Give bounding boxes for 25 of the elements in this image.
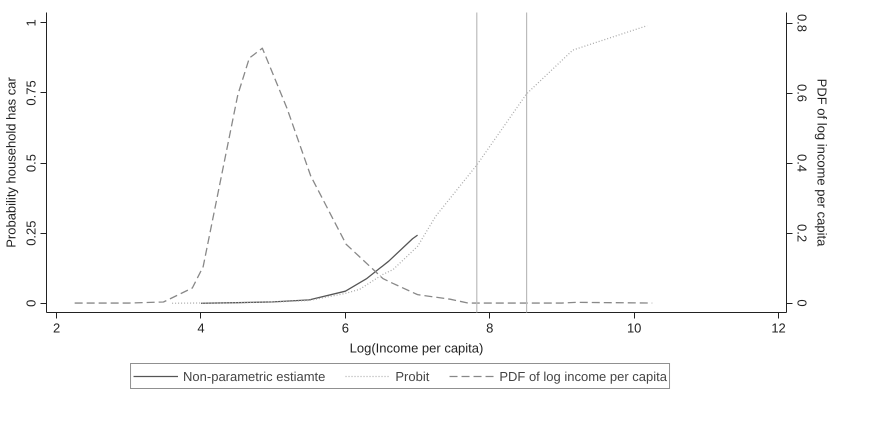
legend-label: Probit [395, 368, 430, 384]
line-series [74, 48, 653, 304]
x-tick-label: 12 [771, 320, 786, 336]
x-tick-label: 2 [52, 320, 60, 336]
y-tick-label: 0.25 [24, 220, 38, 246]
line-series [171, 25, 648, 304]
line-series [200, 234, 418, 304]
y-tick-label: 1 [24, 19, 38, 26]
y2-tick-label: 0.6 [794, 84, 810, 102]
legend-label: PDF of log income per capita [499, 368, 667, 384]
legend-label: Non-parametric estiamte [183, 368, 326, 384]
y2-tick-label: 0.8 [794, 14, 810, 32]
x-axis-title: Log(Income per capita) [350, 340, 484, 356]
y2-axis-title: PDF of log income per capita [814, 78, 830, 248]
x-tick-label: 6 [342, 320, 350, 336]
y2-tick-label: 0.4 [794, 154, 810, 172]
y-tick-label: 0.5 [24, 154, 38, 172]
x-tick-label: 10 [626, 320, 642, 336]
x-tick-label: 4 [197, 320, 205, 336]
y-tick-label: 0.75 [24, 80, 38, 106]
y2-tick-label: 0 [794, 299, 810, 307]
y-axis-title: Probability household has car [4, 76, 18, 248]
y-tick-label: 0 [24, 300, 38, 307]
x-tick-label: 8 [486, 320, 494, 336]
y2-tick-label: 0.2 [794, 224, 810, 242]
